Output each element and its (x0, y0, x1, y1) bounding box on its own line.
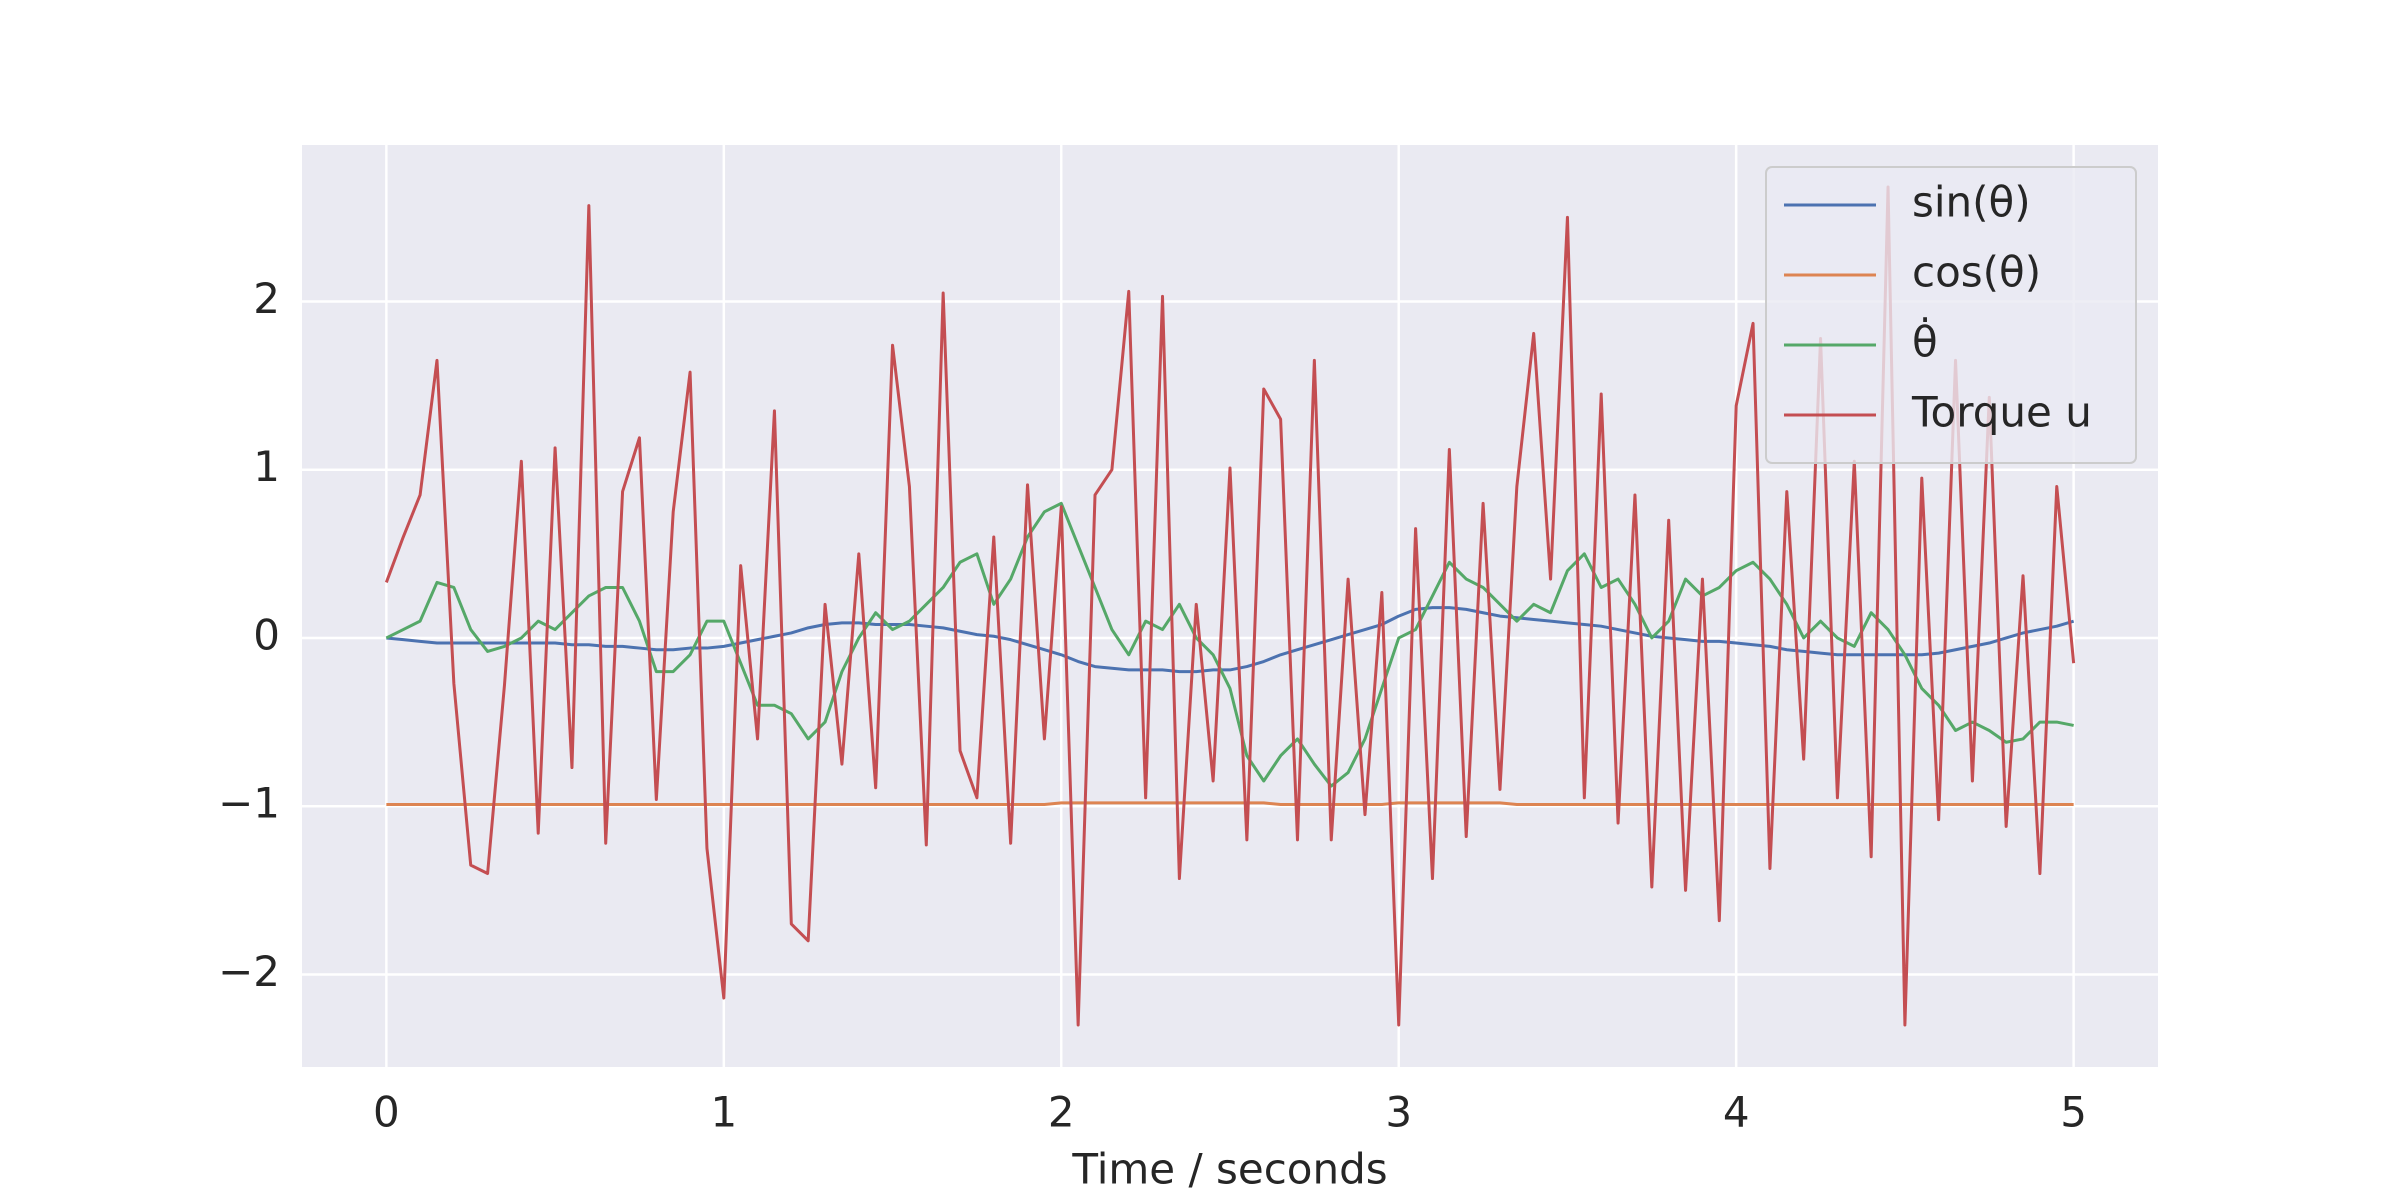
x-tick-label: 3 (1385, 1088, 1412, 1137)
legend-label: Torque u (1911, 388, 2092, 437)
x-tick-label: 4 (1723, 1088, 1750, 1137)
x-tick-label: 2 (1048, 1088, 1075, 1137)
series-line (385, 501, 2074, 788)
legend: sin(θ) cos(θ) θ̇ Torque u (1765, 166, 2137, 464)
x-tick-label: 5 (2060, 1088, 2087, 1137)
series-line (386, 801, 2074, 807)
x-tick-label: 0 (373, 1088, 400, 1137)
x-tick-label: 1 (710, 1088, 737, 1137)
y-tick-label: −2 (218, 947, 280, 996)
legend-box (1765, 166, 2137, 464)
y-tick-label: −1 (218, 779, 280, 828)
y-tick-label: 0 (253, 610, 280, 659)
y-tick-label: 2 (253, 274, 280, 323)
series-line (386, 606, 2075, 674)
y-tick-label: 1 (253, 442, 280, 491)
legend-label: sin(θ) (1912, 178, 2031, 227)
legend-label: cos(θ) (1912, 248, 2041, 297)
x-axis-label: Time / seconds (1071, 1145, 1387, 1194)
series-line (384, 185, 2076, 1027)
legend-label: θ̇ (1912, 316, 1938, 367)
